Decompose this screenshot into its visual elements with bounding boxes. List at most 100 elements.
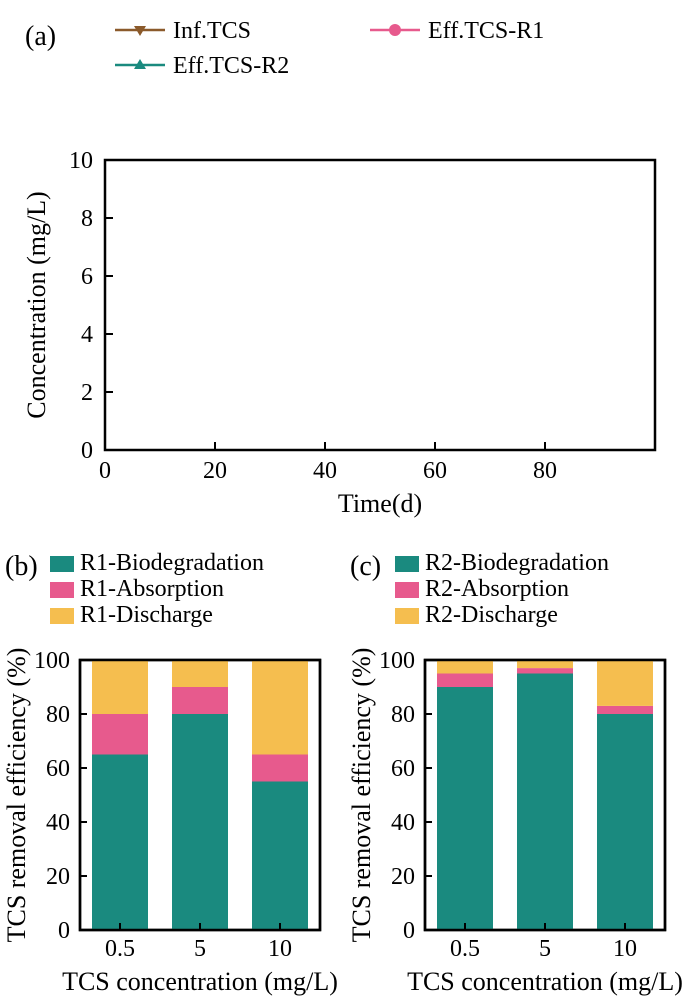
series-marker — [602, 411, 610, 418]
ytick-label: 10 — [69, 148, 93, 174]
figure-svg: (a)Inf.TCSEff.TCS-R1Eff.TCS-R20204060800… — [0, 0, 685, 1002]
series-marker — [464, 374, 472, 381]
series-marker — [398, 350, 406, 358]
panel-a-xlabel: Time(d) — [338, 489, 422, 518]
panel-a-series — [145, 157, 648, 451]
series-marker — [409, 403, 417, 410]
series-marker — [607, 258, 615, 266]
series-marker — [558, 249, 566, 257]
series-marker — [624, 272, 632, 280]
series-marker — [508, 243, 516, 251]
legend-text-r2: Eff.TCS-R2 — [173, 53, 289, 79]
series-marker — [437, 302, 445, 309]
series-marker — [266, 433, 274, 440]
bar-segment — [437, 674, 493, 688]
series-marker — [338, 365, 346, 373]
series-marker — [239, 433, 247, 440]
series-marker — [552, 403, 560, 410]
series-marker — [233, 443, 241, 450]
series-marker — [618, 243, 626, 251]
series-marker — [360, 302, 368, 309]
legend-text: R2-Biodegradation — [425, 550, 609, 576]
ytick-label: 4 — [81, 322, 93, 348]
series-marker — [618, 423, 626, 430]
series-marker — [250, 433, 258, 440]
series-marker — [409, 362, 417, 370]
series-marker — [541, 359, 549, 366]
ytick-label: 20 — [391, 864, 415, 890]
series-marker — [294, 433, 302, 440]
bar-segment — [517, 668, 573, 673]
panel-label: (c) — [350, 551, 381, 582]
series-marker — [360, 359, 368, 367]
series-marker — [332, 302, 340, 309]
series-marker — [470, 365, 478, 372]
series-marker — [277, 443, 285, 450]
legend-text: R2-Discharge — [425, 602, 558, 628]
series-marker — [349, 374, 357, 382]
series-marker — [376, 434, 384, 441]
series-marker — [486, 272, 494, 280]
series-marker — [365, 302, 373, 309]
ytick-label: 0 — [403, 918, 415, 944]
series-marker — [530, 345, 538, 352]
legend-text: R1-Discharge — [80, 602, 213, 628]
series-marker — [503, 353, 511, 360]
ytick-label: 6 — [81, 264, 93, 290]
series-marker — [217, 433, 225, 440]
ytick-label: 40 — [391, 810, 415, 836]
series-marker — [332, 429, 340, 436]
series-marker — [162, 433, 170, 440]
series-marker — [299, 327, 307, 335]
series-marker — [255, 443, 263, 450]
series-marker — [442, 302, 450, 309]
series-marker — [178, 433, 186, 440]
xtick-label: 10 — [268, 936, 292, 962]
series-marker — [310, 403, 318, 410]
series-marker — [365, 417, 373, 424]
series-marker — [387, 423, 395, 430]
series-marker — [431, 302, 439, 309]
ytick-label: 80 — [391, 702, 415, 728]
series-marker — [332, 359, 340, 367]
series-marker — [580, 353, 588, 360]
series-marker — [470, 301, 478, 309]
series-marker — [376, 376, 384, 384]
series-marker — [503, 278, 511, 286]
xtick-label: 0.5 — [450, 936, 480, 962]
series-marker — [585, 388, 593, 395]
series-marker — [415, 423, 423, 430]
series-marker — [283, 437, 291, 445]
series-marker — [233, 433, 241, 440]
series-marker — [305, 388, 313, 395]
series-marker — [343, 302, 351, 309]
series-marker — [398, 426, 406, 433]
series-marker — [255, 437, 263, 445]
legend-swatch — [395, 556, 419, 572]
xtick-label: 60 — [423, 458, 447, 484]
series-marker — [299, 302, 307, 309]
series-marker — [563, 243, 571, 251]
bar-segment — [92, 660, 148, 714]
series-marker — [426, 353, 434, 361]
series-marker — [420, 429, 428, 436]
series-line — [149, 218, 644, 443]
bar-segment — [172, 660, 228, 687]
series-marker — [475, 353, 483, 360]
series-marker — [629, 287, 637, 295]
series-marker — [415, 302, 423, 309]
series-marker — [305, 302, 313, 309]
series-marker — [299, 374, 307, 381]
series-marker — [442, 385, 450, 393]
series-marker — [338, 437, 346, 444]
series-marker — [437, 382, 445, 390]
series-marker — [420, 302, 428, 309]
series-marker — [613, 214, 621, 222]
ytick-label: 0 — [81, 438, 93, 464]
series-marker — [409, 302, 417, 309]
series-marker — [151, 437, 159, 445]
series-marker — [602, 278, 610, 286]
series-marker — [640, 426, 648, 433]
bar-segment — [437, 687, 493, 930]
legend-text: R1-Absorption — [80, 576, 224, 602]
